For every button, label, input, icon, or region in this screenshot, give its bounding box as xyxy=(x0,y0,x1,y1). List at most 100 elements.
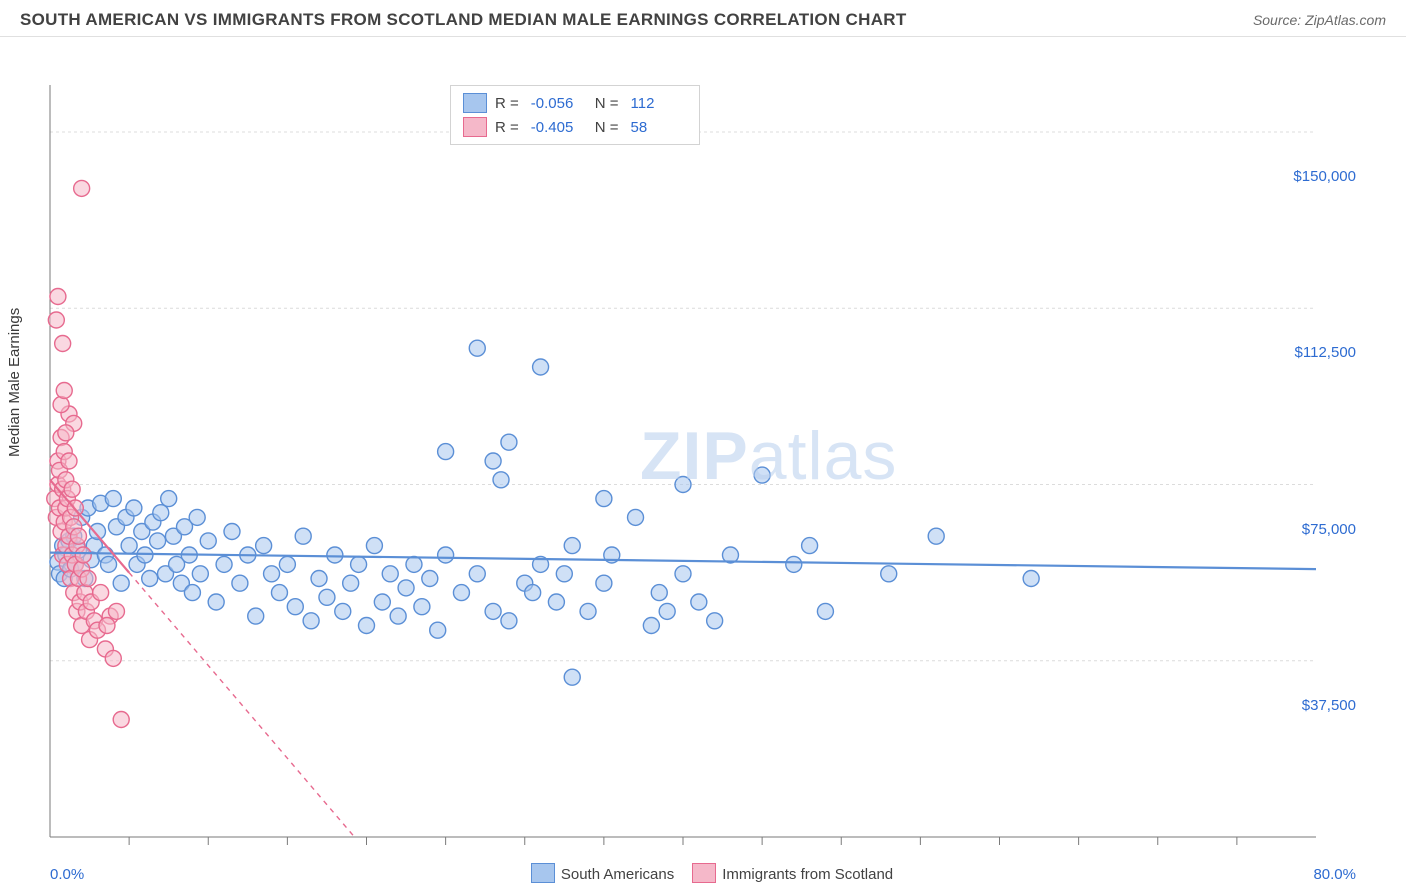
data-point xyxy=(533,359,549,375)
legend-label: Immigrants from Scotland xyxy=(722,866,893,883)
data-point xyxy=(126,500,142,516)
data-point xyxy=(596,491,612,507)
r-value: -0.056 xyxy=(531,95,587,112)
data-point xyxy=(643,618,659,634)
data-point xyxy=(335,603,351,619)
data-point xyxy=(287,599,303,615)
y-tick-label: $150,000 xyxy=(1293,168,1356,185)
chart-header: SOUTH AMERICAN VS IMMIGRANTS FROM SCOTLA… xyxy=(0,0,1406,37)
data-point xyxy=(374,594,390,610)
data-point xyxy=(469,340,485,356)
data-point xyxy=(48,312,64,328)
n-value: 112 xyxy=(631,95,687,112)
data-point xyxy=(58,425,74,441)
data-point xyxy=(224,524,240,540)
legend-swatch xyxy=(463,93,487,113)
data-point xyxy=(113,712,129,728)
data-point xyxy=(382,566,398,582)
data-point xyxy=(189,509,205,525)
legend-swatch xyxy=(531,863,555,883)
data-point xyxy=(99,618,115,634)
data-point xyxy=(786,556,802,572)
data-point xyxy=(108,603,124,619)
data-point xyxy=(64,481,80,497)
data-point xyxy=(248,608,264,624)
data-point xyxy=(802,538,818,554)
data-point xyxy=(564,669,580,685)
data-point xyxy=(61,453,77,469)
data-point xyxy=(707,613,723,629)
data-point xyxy=(232,575,248,591)
data-point xyxy=(113,575,129,591)
data-point xyxy=(105,491,121,507)
data-point xyxy=(351,556,367,572)
scatter-chart xyxy=(0,37,1406,857)
data-point xyxy=(406,556,422,572)
data-point xyxy=(70,528,86,544)
data-point xyxy=(556,566,572,582)
legend-label: South Americans xyxy=(561,866,674,883)
data-point xyxy=(398,580,414,596)
data-point xyxy=(485,453,501,469)
data-point xyxy=(422,571,438,587)
data-point xyxy=(596,575,612,591)
data-point xyxy=(192,566,208,582)
data-point xyxy=(414,599,430,615)
r-label: R = xyxy=(495,95,519,112)
data-point xyxy=(651,585,667,601)
chart-title: SOUTH AMERICAN VS IMMIGRANTS FROM SCOTLA… xyxy=(20,10,907,30)
n-value: 58 xyxy=(631,119,687,136)
data-point xyxy=(501,613,517,629)
regression-line-dashed xyxy=(129,573,354,837)
data-point xyxy=(150,533,166,549)
data-point xyxy=(101,556,117,572)
data-point xyxy=(121,538,137,554)
y-tick-label: $75,000 xyxy=(1302,521,1356,538)
data-point xyxy=(453,585,469,601)
data-point xyxy=(161,491,177,507)
y-axis-label: Median Male Earnings xyxy=(6,308,23,457)
data-point xyxy=(438,444,454,460)
data-point xyxy=(295,528,311,544)
data-point xyxy=(80,571,96,587)
data-point xyxy=(200,533,216,549)
data-point xyxy=(74,180,90,196)
data-point xyxy=(55,336,71,352)
data-point xyxy=(271,585,287,601)
data-point xyxy=(50,289,66,305)
data-point xyxy=(256,538,272,554)
data-point xyxy=(548,594,564,610)
legend-row: R =-0.405N =58 xyxy=(463,115,687,139)
data-point xyxy=(311,571,327,587)
data-point xyxy=(279,556,295,572)
data-point xyxy=(881,566,897,582)
data-point xyxy=(659,603,675,619)
data-point xyxy=(75,547,91,563)
r-label: R = xyxy=(495,119,519,136)
data-point xyxy=(1023,571,1039,587)
legend-swatch xyxy=(463,117,487,137)
data-point xyxy=(438,547,454,563)
data-point xyxy=(142,571,158,587)
n-label: N = xyxy=(595,95,619,112)
data-point xyxy=(264,566,280,582)
data-point xyxy=(153,505,169,521)
data-point xyxy=(485,603,501,619)
data-point xyxy=(675,566,691,582)
data-point xyxy=(564,538,580,554)
data-point xyxy=(928,528,944,544)
data-point xyxy=(327,547,343,563)
correlation-legend: R =-0.056N =112R =-0.405N =58 xyxy=(450,85,700,145)
legend-swatch xyxy=(692,863,716,883)
data-point xyxy=(56,383,72,399)
y-tick-label: $37,500 xyxy=(1302,697,1356,714)
source-label: Source: ZipAtlas.com xyxy=(1253,12,1386,28)
data-point xyxy=(53,397,69,413)
data-point xyxy=(430,622,446,638)
data-point xyxy=(319,589,335,605)
data-point xyxy=(628,509,644,525)
data-point xyxy=(343,575,359,591)
data-point xyxy=(184,585,200,601)
n-label: N = xyxy=(595,119,619,136)
chart-area: Median Male Earnings ZIPatlas R =-0.056N… xyxy=(0,37,1406,887)
